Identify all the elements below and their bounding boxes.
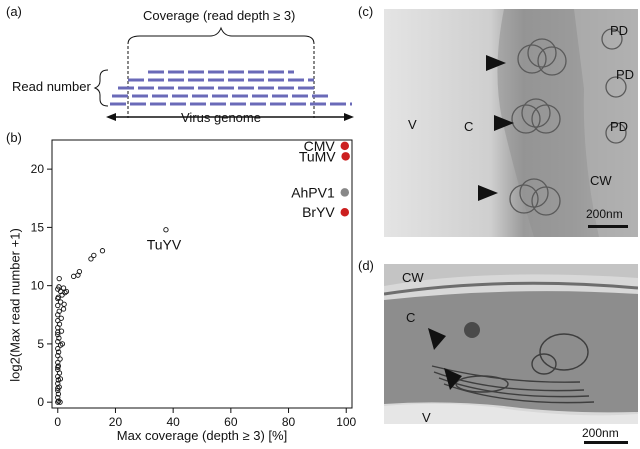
mark-d-cw: CW <box>402 270 424 285</box>
point-label-ahpv1: AhPV1 <box>291 184 335 200</box>
x-tick-label: 0 <box>54 415 61 429</box>
arrowhead-icon <box>478 185 498 201</box>
y-ticks: 0 5 10 15 20 <box>31 162 52 409</box>
mark-c-v: V <box>408 117 417 132</box>
point-label-tuyv: TuYV <box>147 237 182 253</box>
x-tick-label: 40 <box>166 415 180 429</box>
coverage-brace <box>127 26 315 45</box>
y-tick-label: 5 <box>37 337 44 351</box>
x-tick-label: 20 <box>109 415 123 429</box>
em-micrograph-d <box>384 264 638 424</box>
data-point <box>55 295 61 302</box>
y-tick-label: 15 <box>31 220 45 234</box>
highlight-point-cmv <box>340 141 350 151</box>
x-tick-label: 60 <box>224 415 238 429</box>
data-point <box>55 349 62 355</box>
data-point <box>56 284 62 290</box>
data-points <box>55 248 106 405</box>
mark-c-pd1: PD <box>610 23 629 38</box>
data-point <box>60 285 67 291</box>
highlight-point-ahpv1 <box>340 188 350 197</box>
point-label-tumv: TuMV <box>299 148 336 164</box>
data-point <box>99 248 106 254</box>
point-label-cmv: CMV <box>304 138 336 154</box>
genome-arrow-left-icon <box>106 113 116 121</box>
mark-d-c: C <box>406 310 416 325</box>
data-point <box>75 272 81 278</box>
arrowhead-icon <box>428 328 446 350</box>
data-point <box>56 276 62 282</box>
scale-bar-label-c: 200nm <box>586 207 623 221</box>
scale-bar-c <box>588 225 628 228</box>
read-number-brace <box>93 69 109 107</box>
em-image-d: CW C V <box>384 264 638 424</box>
scale-bar-label-d: 200nm <box>582 426 619 440</box>
arrowhead-icon <box>494 115 514 131</box>
data-point <box>59 341 66 347</box>
data-point <box>55 312 61 318</box>
highlight-point-tumv <box>341 152 350 161</box>
x-ticks: 0 20 40 60 80 100 <box>54 408 357 429</box>
data-point <box>55 391 61 397</box>
data-point <box>55 364 61 370</box>
panel-b-label: (b) <box>6 130 22 145</box>
data-point <box>55 387 61 394</box>
data-point <box>55 399 61 405</box>
mark-c-pd3: PD <box>610 119 629 134</box>
em-image-c: V C PD PD PD CW 200nm <box>384 9 638 237</box>
data-point <box>55 331 61 338</box>
panel-c-label: (c) <box>358 4 374 19</box>
mark-c-pd2: PD <box>616 67 635 82</box>
data-point <box>56 335 62 341</box>
data-point <box>61 301 67 307</box>
data-point <box>55 329 61 335</box>
data-point <box>91 252 97 259</box>
mark-c-cw: CW <box>590 173 612 188</box>
data-point <box>60 306 67 312</box>
data-point <box>55 385 61 391</box>
x-tick-label: 100 <box>336 415 356 429</box>
data-point <box>63 288 70 295</box>
x-tick-label: 80 <box>282 415 296 429</box>
data-point <box>55 398 62 404</box>
data-point <box>59 292 65 298</box>
arrowhead-icon <box>444 368 462 390</box>
mark-d-v: V <box>422 410 431 424</box>
reads <box>110 70 352 106</box>
data-point <box>55 345 61 352</box>
y-tick-label: 10 <box>31 279 45 293</box>
mark-c-c: C <box>464 119 474 134</box>
data-point <box>57 399 63 405</box>
x-axis-label: Max coverage (depth ≥ 3) [%] <box>116 428 288 443</box>
coverage-label: Coverage (read depth ≥ 3) <box>143 8 296 23</box>
arrowhead-icon <box>486 55 506 71</box>
scale-bar-d <box>584 441 628 444</box>
data-point <box>57 376 64 382</box>
data-point <box>70 273 77 279</box>
read-coverage-diagram <box>93 26 354 121</box>
panel-d-label: (d) <box>358 258 374 273</box>
panel-a-label: (a) <box>6 4 22 19</box>
data-point <box>55 338 61 345</box>
data-point <box>55 302 61 309</box>
data-point <box>88 256 94 262</box>
read-number-label: Read number <box>12 79 91 94</box>
genome-arrow-right-icon <box>344 113 354 121</box>
highlight-point-bryv <box>340 207 350 217</box>
y-tick-label: 20 <box>31 162 45 176</box>
point-label-bryv: BrYV <box>302 204 335 220</box>
em-micrograph-c <box>384 9 638 237</box>
y-tick-label: 0 <box>37 395 44 409</box>
plot-frame <box>51 139 353 409</box>
highlight-point-tuyv <box>163 227 169 233</box>
